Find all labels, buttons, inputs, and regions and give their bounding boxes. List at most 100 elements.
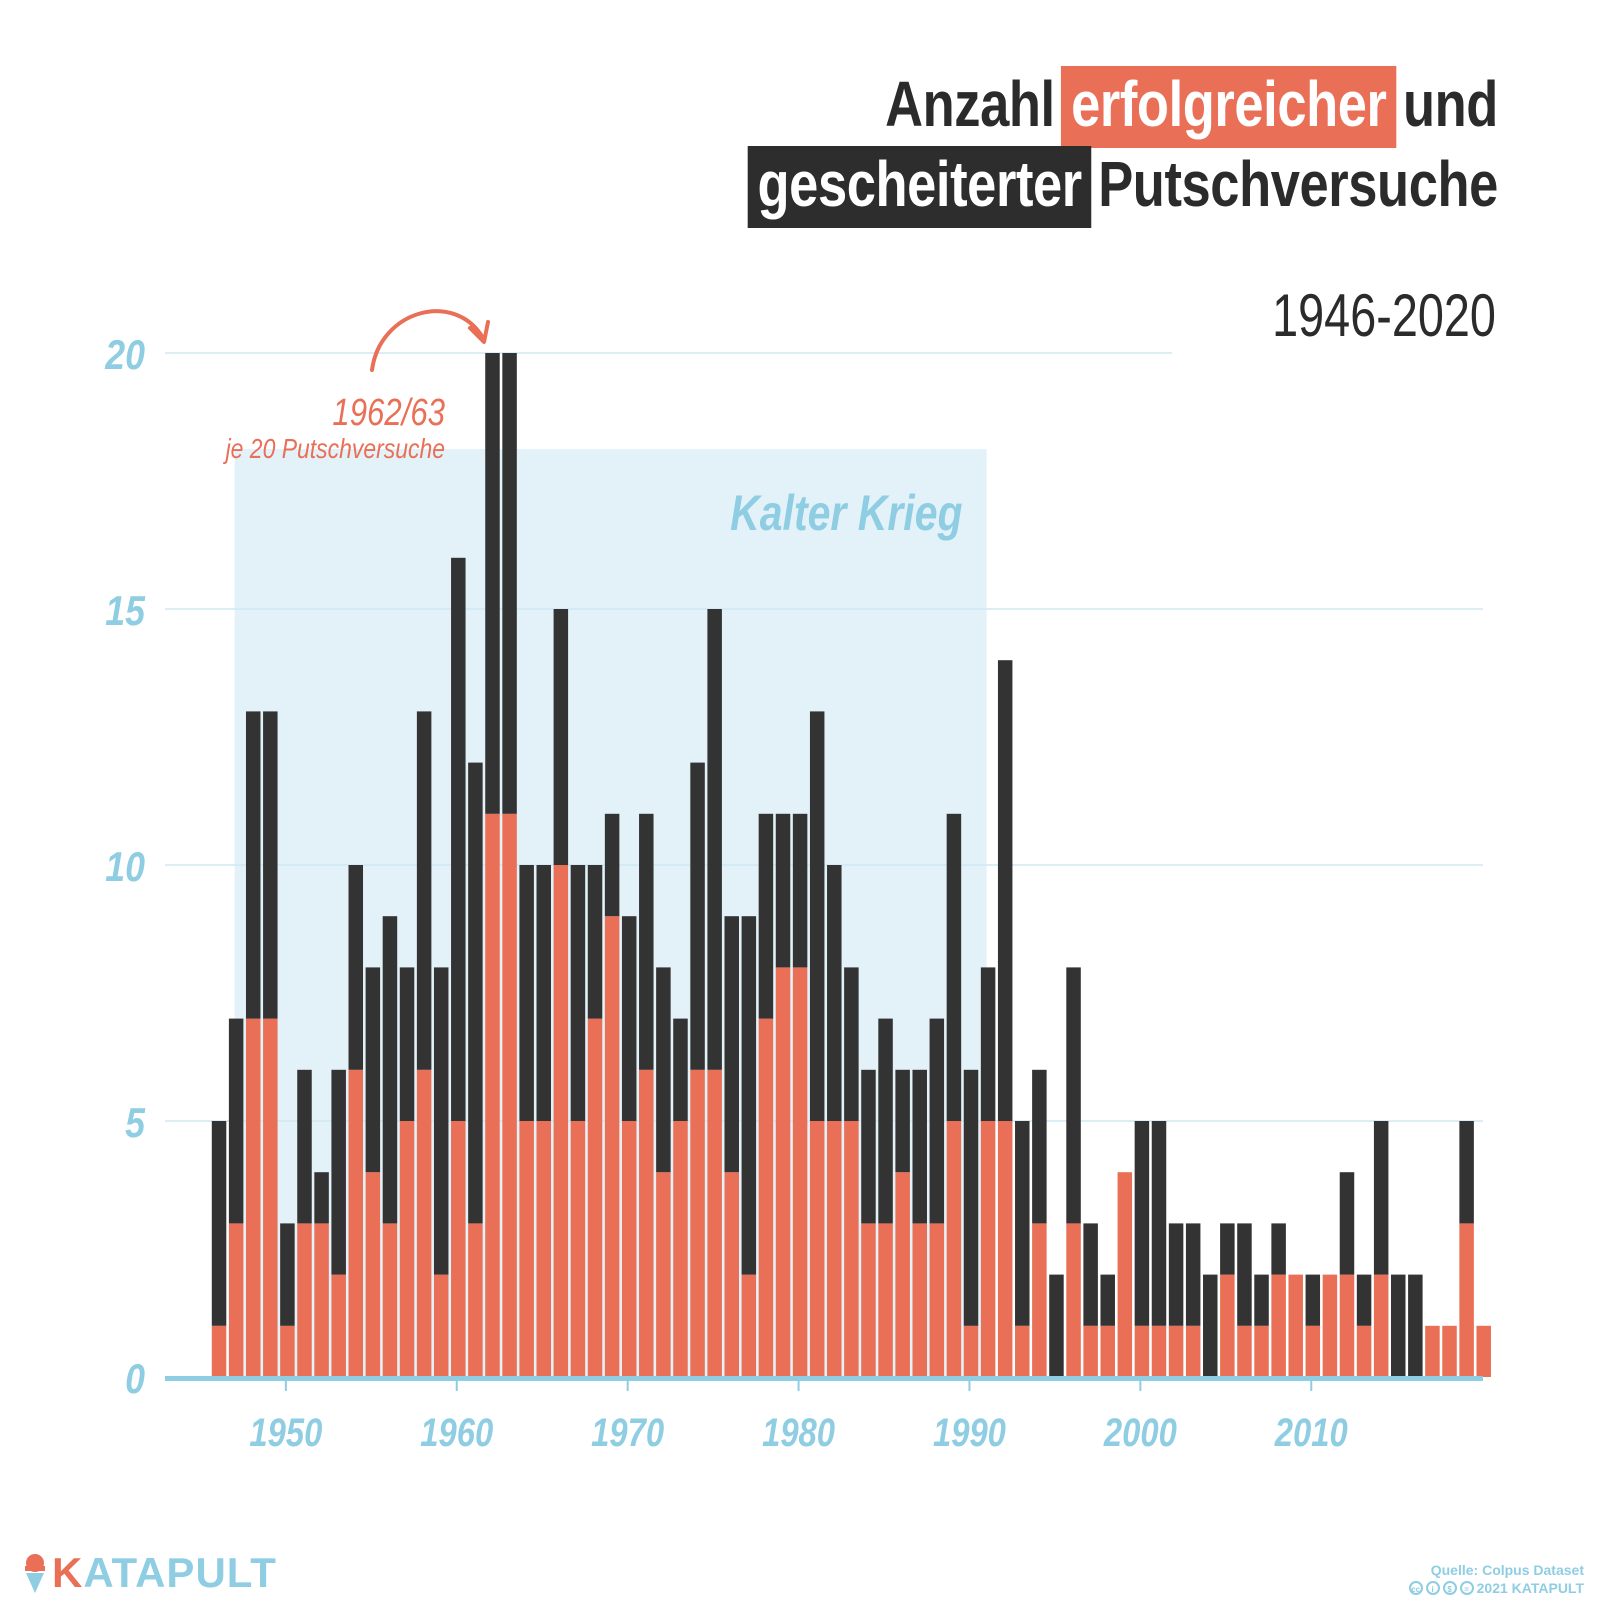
x-tick-labels: 1950 1960 1970 1980 1990 2000 2010 — [249, 1380, 1348, 1455]
bar-failed-1978 — [758, 813, 774, 1019]
bar-failed-2015 — [1391, 1274, 1406, 1377]
bar-failed-1951 — [297, 1069, 312, 1224]
bar-failed-1960 — [451, 557, 466, 1121]
logo-text: KATAPULT — [52, 1549, 277, 1597]
bar-failed-1947 — [228, 1018, 244, 1224]
bar-failed-2004 — [1203, 1274, 1218, 1377]
bar-failed-1987 — [912, 1069, 927, 1224]
bar-failed-1979 — [775, 813, 791, 968]
y-tick-20: 20 — [104, 332, 145, 378]
bar-failed-1994 — [1032, 1069, 1047, 1224]
bar-failed-1973 — [673, 1018, 688, 1121]
bar-failed-2000 — [1134, 1121, 1150, 1326]
bar-failed-1962 — [485, 353, 500, 814]
nc-icon: $ — [1442, 1581, 1457, 1595]
title-line-2: gescheiterter Putschversuche — [747, 146, 1498, 228]
bar-successful-2013 — [1356, 1325, 1372, 1377]
bar-failed-2002 — [1168, 1223, 1184, 1326]
x-tick-1980: 1980 — [762, 1410, 835, 1455]
bar-successful-1987 — [912, 1223, 927, 1377]
y-tick-5: 5 — [125, 1100, 146, 1146]
bar-successful-2011 — [1322, 1274, 1338, 1377]
bar-failed-1983 — [844, 967, 859, 1121]
bar-failed-1995 — [1049, 1274, 1064, 1377]
bar-successful-2019 — [1459, 1223, 1474, 1377]
bar-successful-2003 — [1185, 1325, 1201, 1377]
x-tick-1960: 1960 — [420, 1410, 493, 1455]
bar-failed-1986 — [895, 1069, 910, 1173]
bar-successful-1981 — [809, 1121, 825, 1377]
bar-failed-1970 — [621, 916, 637, 1121]
y-tick-10: 10 — [105, 844, 145, 890]
bar-failed-1964 — [519, 865, 534, 1121]
x-tick-1970: 1970 — [591, 1410, 664, 1455]
bar-successful-1969 — [604, 916, 620, 1377]
bar-successful-1979 — [775, 967, 791, 1377]
bar-failed-1998 — [1100, 1274, 1115, 1326]
bar-successful-2020 — [1476, 1325, 1491, 1377]
bar-successful-1988 — [929, 1223, 945, 1377]
bar-successful-1955 — [365, 1172, 381, 1377]
bar-successful-1947 — [228, 1223, 244, 1377]
bar-failed-1981 — [809, 711, 825, 1121]
chart-title: Anzahl erfolgreicher und gescheiterter Puts… — [583, 66, 1498, 228]
x-axis-line — [165, 1376, 1483, 1381]
bar-failed-1990 — [963, 1069, 979, 1326]
bar-failed-1956 — [382, 916, 398, 1224]
bar-successful-1949 — [263, 1018, 278, 1377]
bar-successful-2018 — [1442, 1325, 1457, 1377]
title-highlight-failed: gescheiterter — [747, 146, 1092, 228]
bar-successful-1967 — [570, 1121, 586, 1377]
bar-successful-2007 — [1254, 1325, 1269, 1377]
bar-failed-1974 — [690, 762, 705, 1070]
title-word-putschversuche: Putschversuche — [1098, 148, 1498, 220]
bar-successful-1993 — [1015, 1325, 1030, 1377]
bar-failed-1989 — [946, 813, 962, 1121]
bar-successful-2001 — [1151, 1325, 1167, 1377]
bar-failed-1965 — [536, 865, 552, 1121]
bar-successful-1977 — [741, 1274, 757, 1377]
annotation-year: 1962/63 — [332, 392, 445, 434]
bar-failed-2019 — [1459, 1121, 1474, 1224]
bar-failed-1968 — [587, 865, 603, 1019]
annotation-arrow-icon — [370, 309, 490, 372]
bar-successful-1976 — [724, 1172, 739, 1377]
bar-successful-1978 — [758, 1018, 774, 1377]
bar-failed-1977 — [741, 916, 757, 1275]
bar-successful-1974 — [690, 1069, 705, 1377]
bar-successful-1961 — [468, 1223, 483, 1377]
bar-successful-1948 — [245, 1018, 261, 1377]
bar-successful-1980 — [792, 967, 808, 1377]
bar-failed-2016 — [1408, 1274, 1423, 1377]
x-tick-1990: 1990 — [933, 1410, 1006, 1455]
bar-successful-1953 — [331, 1274, 346, 1377]
bar-successful-1999 — [1117, 1172, 1133, 1377]
y-tick-15: 15 — [105, 588, 146, 634]
annotation: 1962/63 je 20 Putschversuche — [223, 309, 490, 465]
bar-successful-2012 — [1339, 1274, 1355, 1377]
bar-successful-2010 — [1305, 1325, 1321, 1377]
bar-successful-1991 — [980, 1121, 996, 1377]
bar-failed-2003 — [1185, 1223, 1201, 1326]
bar-failed-2010 — [1305, 1274, 1321, 1326]
katapult-logo: KATAPULT — [22, 1548, 277, 1598]
title-word-und: und — [1403, 68, 1498, 140]
bar-failed-1975 — [707, 609, 722, 1070]
bar-successful-1950 — [280, 1325, 295, 1377]
bar-failed-1958 — [416, 711, 432, 1070]
by-icon: i — [1425, 1581, 1440, 1595]
bar-successful-1960 — [451, 1121, 466, 1377]
x-tick-2010: 2010 — [1274, 1410, 1348, 1455]
bar-successful-1983 — [844, 1121, 859, 1377]
bar-failed-1954 — [348, 865, 364, 1070]
bar-failed-2007 — [1254, 1274, 1269, 1326]
title-years: 1946-2020 — [1272, 282, 1496, 349]
logo-rest: ATAPULT — [83, 1549, 277, 1596]
bar-successful-1946 — [211, 1325, 227, 1377]
bar-failed-1972 — [656, 967, 671, 1173]
bar-failed-1991 — [980, 967, 996, 1121]
bar-failed-1984 — [861, 1069, 876, 1224]
bar-successful-1996 — [1066, 1223, 1081, 1377]
bar-failed-1982 — [827, 865, 842, 1121]
bar-successful-1958 — [416, 1069, 432, 1377]
